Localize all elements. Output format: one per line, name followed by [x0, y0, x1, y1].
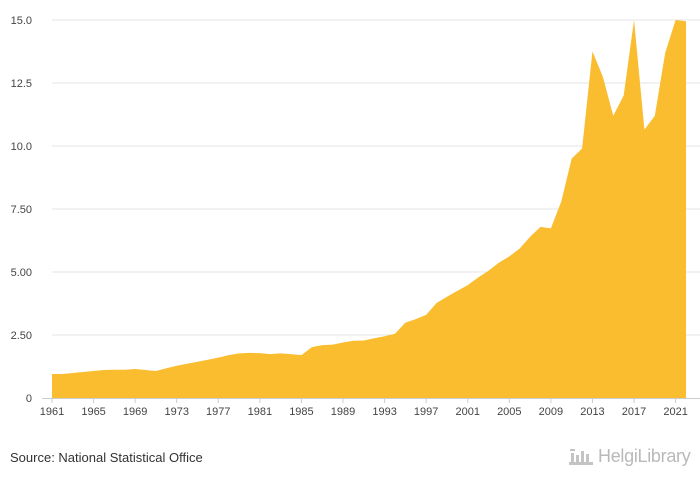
library-building-icon: [569, 448, 593, 465]
y-tick-label: 2.50: [11, 330, 32, 342]
helgi-library-logo: HelgiLibrary: [568, 446, 691, 467]
series-area: [52, 20, 686, 398]
x-tick-label: 1977: [206, 406, 230, 418]
x-tick-label: 2017: [622, 406, 646, 418]
y-tick-label: 7.50: [11, 204, 32, 216]
y-tick-label: 15.0: [11, 15, 32, 27]
x-tick-label: 2021: [663, 406, 687, 418]
x-tick-labels: 1961 1965 1969 1973 1977 1981 1985 1989 1993 1997…: [40, 398, 688, 418]
source-note: Source: National Statistical Office: [10, 450, 203, 465]
x-tick-label: 1993: [372, 406, 396, 418]
x-tick-label: 1981: [248, 406, 272, 418]
y-tick-label: 5.00: [11, 267, 32, 279]
brand-label: HelgiLibrary: [598, 446, 691, 466]
x-tick-label: 2013: [580, 406, 604, 418]
x-tick-label: 1997: [414, 406, 438, 418]
x-tick-label: 2001: [455, 406, 479, 418]
y-tick-label: 0: [26, 393, 32, 405]
x-tick-label: 1989: [331, 406, 355, 418]
x-tick-label: 1965: [81, 406, 105, 418]
x-tick-label: 1969: [123, 406, 147, 418]
y-tick-label: 10.0: [11, 141, 32, 153]
x-tick-label: 2009: [539, 406, 563, 418]
x-tick-label: 1985: [289, 406, 313, 418]
y-tick-labels: 0 2.50 5.00 7.50 10.0 12.5 15.0: [11, 15, 32, 405]
x-tick-label: 1973: [164, 406, 188, 418]
y-tick-label: 12.5: [11, 78, 32, 90]
x-tick-label: 1961: [40, 406, 64, 418]
x-tick-label: 2005: [497, 406, 521, 418]
